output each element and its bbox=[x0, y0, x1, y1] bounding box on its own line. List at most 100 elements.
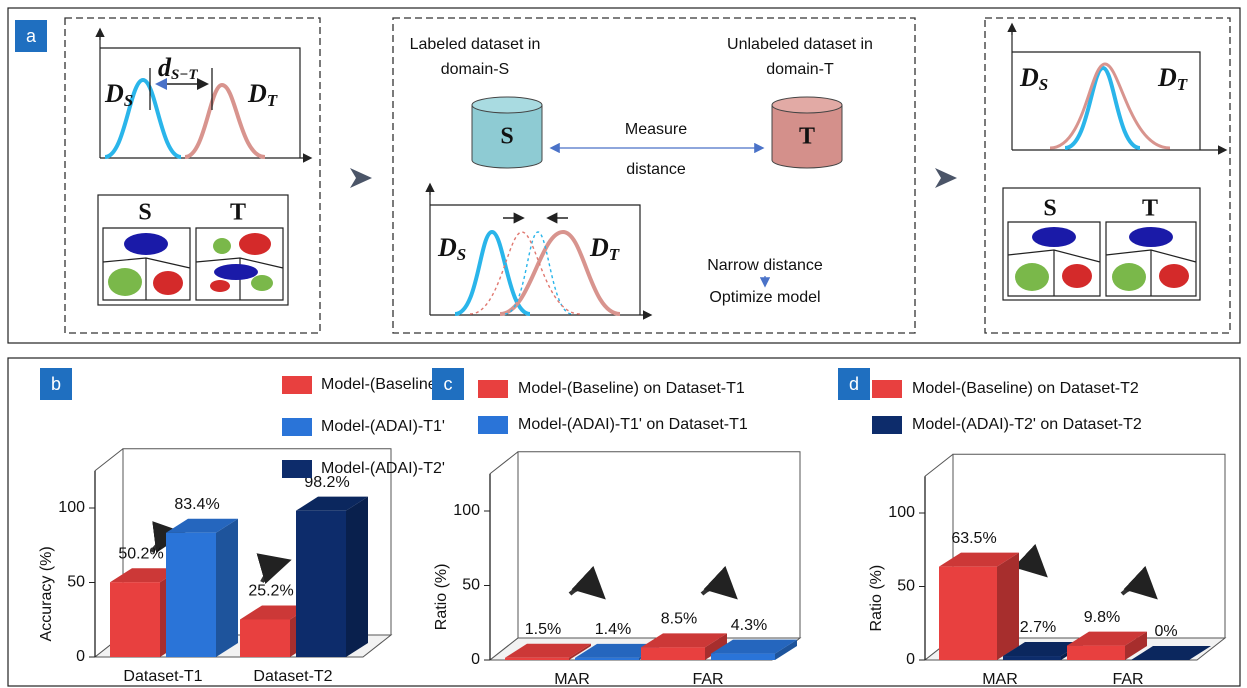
trend-arrow bbox=[1122, 587, 1152, 594]
legend-label: Model-(ADAI)-T1' bbox=[321, 418, 445, 435]
link-label: Measure bbox=[625, 121, 687, 138]
legend-swatch bbox=[282, 418, 312, 436]
legend-label: Model-(ADAI)-T1' on Dataset-T1 bbox=[518, 416, 748, 433]
panel-frame bbox=[8, 8, 1240, 343]
label-sub: T bbox=[267, 91, 278, 110]
caption: domain-S bbox=[441, 61, 509, 78]
value-label: 25.2% bbox=[248, 583, 293, 600]
cluster bbox=[153, 271, 183, 295]
trend-arrow bbox=[262, 562, 284, 582]
label-base: D bbox=[589, 233, 609, 262]
x-tick-label: Dataset-T2 bbox=[253, 668, 332, 685]
caption: Labeled dataset in bbox=[410, 36, 541, 53]
distribution-label: DS bbox=[104, 79, 133, 110]
value-label: 83.4% bbox=[174, 496, 219, 513]
label-sub: S bbox=[457, 245, 466, 264]
cluster bbox=[213, 238, 231, 254]
legend-label: Model-(Baseline) on Dataset-T2 bbox=[912, 380, 1139, 397]
source-cylinder: S bbox=[472, 97, 542, 168]
value-label: 1.4% bbox=[595, 621, 631, 638]
bar bbox=[166, 533, 216, 657]
label-base: D bbox=[437, 233, 457, 262]
x-tick-label: MAR bbox=[982, 671, 1018, 688]
legend-swatch bbox=[872, 416, 902, 434]
bar bbox=[939, 567, 997, 660]
distribution-label: DT bbox=[247, 79, 278, 110]
bar bbox=[1067, 646, 1125, 660]
chart: b050100Accuracy (%)Dataset-T150.2%83.4%D… bbox=[38, 368, 445, 685]
panel-label: c bbox=[444, 374, 453, 394]
label-sub: S bbox=[1039, 75, 1048, 94]
label-base: D bbox=[1019, 63, 1039, 92]
y-tick-label: 50 bbox=[462, 577, 480, 594]
value-label: 63.5% bbox=[951, 530, 996, 547]
legend-label: Model-(ADAI)-T2' bbox=[321, 460, 445, 477]
cluster-title: T bbox=[230, 200, 246, 226]
cluster bbox=[1112, 263, 1146, 291]
cylinder-label: S bbox=[500, 124, 513, 150]
flow-arrow bbox=[350, 168, 372, 188]
bar bbox=[641, 647, 705, 660]
value-label: 8.5% bbox=[661, 611, 697, 628]
flow-arrow bbox=[935, 168, 957, 188]
value-label: 2.7% bbox=[1020, 619, 1056, 636]
bar bbox=[1003, 656, 1061, 660]
trend-arrow bbox=[702, 587, 732, 594]
figure: a DS DT dS−T S T Labeled dataset in doma… bbox=[0, 0, 1247, 688]
trend-arrow bbox=[570, 587, 600, 594]
caption: domain-T bbox=[766, 61, 834, 78]
distribution-label: DS bbox=[437, 233, 466, 264]
bar bbox=[240, 619, 290, 657]
value-label: 9.8% bbox=[1084, 609, 1120, 626]
distribution-label: DT bbox=[589, 233, 620, 264]
cluster bbox=[1129, 227, 1173, 247]
label-sub: T bbox=[1177, 75, 1188, 94]
label-base: D bbox=[104, 79, 124, 108]
y-axis-label: Ratio (%) bbox=[868, 565, 885, 632]
y-tick-label: 0 bbox=[906, 651, 915, 668]
back-wall bbox=[518, 452, 800, 638]
link-label: distance bbox=[626, 161, 686, 178]
y-axis-label: Ratio (%) bbox=[433, 564, 450, 631]
y-tick-label: 100 bbox=[453, 502, 480, 519]
legend-swatch bbox=[872, 380, 902, 398]
label-sub: S bbox=[124, 91, 133, 110]
distance-label: dS−T bbox=[158, 53, 198, 83]
x-tick-label: FAR bbox=[692, 671, 723, 688]
legend-label: Model-(Baseline) bbox=[321, 376, 442, 393]
y-tick-label: 100 bbox=[888, 504, 915, 521]
side-wall bbox=[490, 452, 518, 660]
y-tick-label: 0 bbox=[76, 648, 85, 665]
bar bbox=[711, 654, 775, 660]
bar bbox=[505, 658, 569, 660]
cluster-view: S T bbox=[98, 195, 288, 305]
x-tick-label: MAR bbox=[554, 671, 590, 688]
cluster-box bbox=[196, 228, 283, 300]
cluster bbox=[210, 280, 230, 292]
cluster bbox=[251, 275, 273, 291]
distribution-label: DT bbox=[1157, 63, 1188, 94]
page: {"panel_a": {"label": "a", "left": {"ds"… bbox=[0, 0, 1247, 688]
cluster bbox=[1062, 264, 1092, 288]
x-tick-label: FAR bbox=[1112, 671, 1143, 688]
label-base: D bbox=[247, 79, 267, 108]
legend-swatch bbox=[282, 376, 312, 394]
bar bbox=[110, 582, 160, 657]
cluster-title: S bbox=[1043, 196, 1056, 222]
caption: Unlabeled dataset in bbox=[727, 36, 873, 53]
y-tick-label: 50 bbox=[67, 574, 85, 591]
bar-side bbox=[997, 553, 1019, 660]
label-base: d bbox=[158, 53, 172, 82]
legend-swatch bbox=[478, 380, 508, 398]
target-cylinder: T bbox=[772, 97, 842, 168]
cluster-view: S T bbox=[1003, 188, 1200, 300]
distribution-plot: DS DT bbox=[430, 185, 650, 315]
cluster bbox=[1159, 264, 1189, 288]
y-tick-label: 50 bbox=[897, 578, 915, 595]
label-base: D bbox=[1157, 63, 1177, 92]
cluster bbox=[1015, 263, 1049, 291]
cluster bbox=[239, 233, 271, 255]
value-label: 0% bbox=[1154, 623, 1177, 640]
cluster bbox=[214, 264, 258, 280]
